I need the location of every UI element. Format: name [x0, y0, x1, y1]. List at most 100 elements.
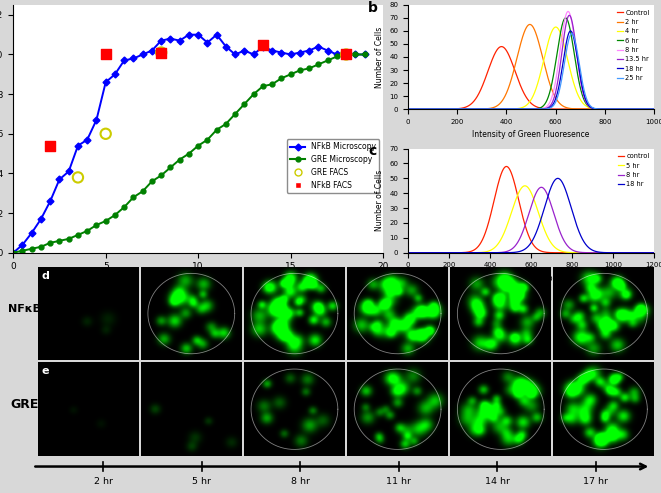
Control — [524, 97, 532, 103]
18 hr — [516, 248, 524, 254]
NFkB Microscopy — [250, 52, 258, 58]
control — [404, 250, 412, 256]
NFkB Microscopy — [278, 50, 286, 56]
GRE FACS — [156, 49, 167, 57]
NFkB Microscopy — [352, 52, 360, 58]
GRE Microscopy — [287, 71, 295, 77]
5 hr — [404, 250, 412, 256]
GRE Microscopy — [148, 178, 156, 184]
GRE Microscopy — [120, 204, 128, 210]
GRE Microscopy — [111, 212, 119, 218]
8 hr — [643, 106, 651, 112]
25 hr — [598, 106, 606, 112]
GRE Microscopy — [296, 68, 304, 73]
2 hr — [517, 39, 525, 45]
18 hr — [650, 250, 658, 256]
Line: 13.5 hr: 13.5 hr — [408, 15, 654, 109]
Control — [404, 106, 412, 112]
Line: NFkB Microscopy: NFkB Microscopy — [11, 32, 367, 255]
2 hr — [643, 106, 651, 112]
18 hr — [524, 106, 531, 112]
GRE Microscopy — [28, 246, 36, 252]
13.5 hr — [565, 12, 573, 18]
GRE Microscopy — [102, 218, 110, 224]
8 hr — [650, 250, 658, 256]
2 hr — [598, 106, 606, 112]
GRE Microscopy — [56, 238, 63, 244]
13.5 hr — [404, 106, 412, 112]
13.5 hr — [598, 106, 606, 112]
Line: 5 hr: 5 hr — [408, 186, 654, 253]
Legend: NFkB Microscopy, GRE Microscopy, GRE FACS, NFkB FACS: NFkB Microscopy, GRE Microscopy, GRE FAC… — [287, 139, 379, 193]
18 hr — [650, 106, 658, 112]
8 hr — [650, 106, 658, 112]
GRE Microscopy — [333, 54, 341, 60]
2 hr — [524, 23, 531, 29]
GRE Microscopy — [9, 250, 17, 256]
NFkB Microscopy — [65, 169, 73, 175]
GRE Microscopy — [194, 143, 202, 149]
NFkB Microscopy — [28, 230, 36, 236]
6 hr — [650, 106, 658, 112]
Text: NFκB: NFκB — [8, 304, 41, 314]
Line: 25 hr: 25 hr — [408, 34, 654, 109]
4 hr — [524, 101, 531, 107]
control — [438, 250, 446, 256]
GRE Microscopy — [222, 121, 230, 127]
18 hr — [643, 106, 651, 112]
Line: 8 hr: 8 hr — [408, 11, 654, 109]
18 hr — [410, 250, 418, 256]
GRE Microscopy — [213, 127, 221, 133]
control — [410, 250, 418, 256]
5 hr — [521, 183, 529, 189]
8 hr — [613, 250, 621, 256]
8 hr — [564, 8, 572, 14]
control — [613, 250, 621, 256]
GRE Microscopy — [65, 236, 73, 242]
GRE Microscopy — [305, 66, 313, 71]
Line: Control: Control — [408, 46, 654, 109]
NFkB Microscopy — [176, 37, 184, 43]
Text: e: e — [42, 366, 49, 376]
GRE Microscopy — [250, 91, 258, 97]
GRE Microscopy — [37, 244, 45, 250]
18 hr — [643, 106, 651, 112]
GRE Microscopy — [231, 111, 239, 117]
Line: control: control — [408, 167, 654, 253]
Line: 4 hr: 4 hr — [408, 27, 654, 109]
8 hr — [598, 106, 606, 112]
X-axis label: Intensity of Green Flourescence: Intensity of Green Flourescence — [471, 274, 592, 283]
8 hr — [516, 236, 524, 242]
GRE Microscopy — [361, 52, 369, 58]
5 hr — [650, 250, 658, 256]
6 hr — [416, 106, 424, 112]
GRE FACS — [341, 51, 352, 59]
4 hr — [643, 106, 651, 112]
NFkB Microscopy — [324, 47, 332, 53]
5 hr — [410, 250, 418, 256]
NFkB Microscopy — [315, 43, 323, 49]
8 hr — [524, 106, 531, 112]
control — [502, 164, 510, 170]
2 hr — [404, 106, 412, 112]
NFkB Microscopy — [93, 117, 100, 123]
Control — [416, 106, 424, 112]
Text: 5 hr: 5 hr — [192, 477, 212, 486]
NFkB Microscopy — [259, 43, 267, 49]
25 hr — [643, 106, 651, 112]
GRE Microscopy — [268, 81, 276, 87]
NFkB Microscopy — [213, 32, 221, 37]
NFkB Microscopy — [19, 242, 26, 248]
25 hr — [416, 106, 424, 112]
control — [431, 250, 439, 256]
NFkB Microscopy — [204, 39, 212, 45]
Line: 18 hr: 18 hr — [408, 31, 654, 109]
8 hr — [431, 250, 439, 256]
Control — [650, 106, 658, 112]
18 hr — [431, 250, 439, 256]
2 hr — [416, 106, 424, 112]
GRE Microscopy — [241, 101, 249, 107]
25 hr — [568, 31, 576, 36]
FancyArrowPatch shape — [35, 464, 646, 469]
NFkB Microscopy — [333, 52, 341, 58]
